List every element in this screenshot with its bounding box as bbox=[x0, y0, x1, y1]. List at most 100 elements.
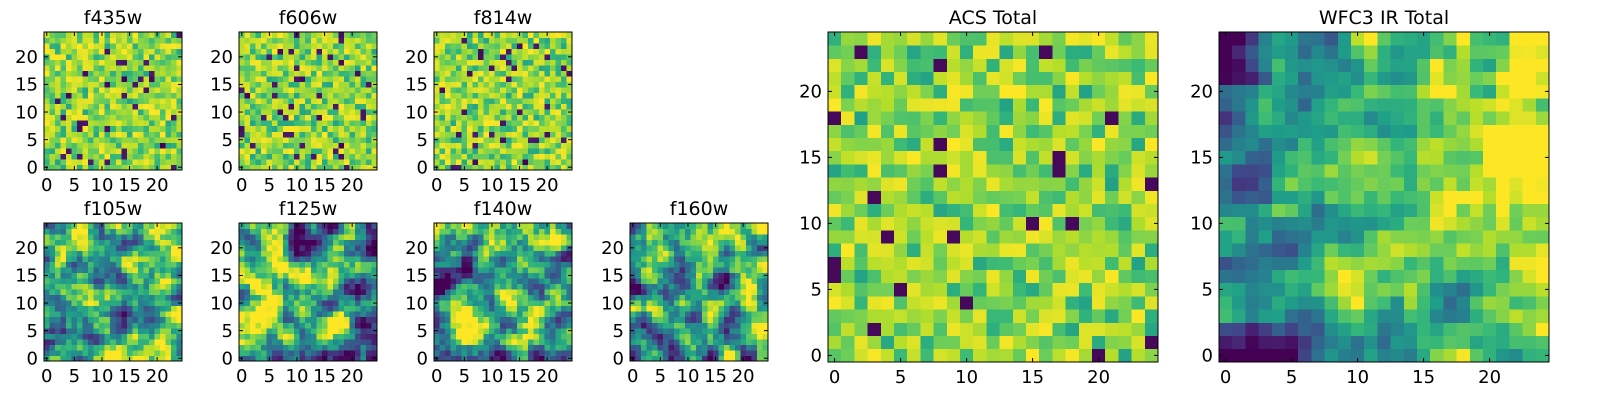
heatmap-cell bbox=[115, 283, 122, 290]
heatmap-cell bbox=[511, 338, 518, 345]
heatmap-cell bbox=[266, 327, 273, 334]
heatmap-cell bbox=[154, 98, 161, 105]
heatmap-cell bbox=[338, 223, 345, 229]
heatmap-cell bbox=[434, 234, 440, 240]
heatmap-cell bbox=[1092, 335, 1106, 350]
heatmap-cell bbox=[283, 125, 290, 132]
heatmap-cell bbox=[729, 294, 736, 301]
heatmap-cell bbox=[360, 327, 367, 334]
heatmap-cell bbox=[239, 316, 245, 323]
heatmap-cell bbox=[343, 48, 350, 55]
heatmap-cell bbox=[828, 335, 842, 350]
x-tick-label: 5 bbox=[655, 366, 666, 387]
heatmap-cell bbox=[365, 245, 372, 251]
heatmap-cell bbox=[505, 245, 512, 251]
heatmap-cell bbox=[478, 344, 485, 351]
heatmap-cell bbox=[467, 81, 474, 88]
heatmap-cell bbox=[176, 305, 183, 312]
heatmap-cell bbox=[712, 267, 719, 274]
heatmap-cell bbox=[272, 256, 279, 263]
heatmap-cell bbox=[494, 142, 501, 149]
heatmap-cell bbox=[478, 81, 485, 88]
heatmap-cell bbox=[349, 234, 356, 240]
heatmap-cell bbox=[343, 333, 350, 340]
heatmap-cell bbox=[137, 223, 144, 229]
heatmap-cell bbox=[478, 32, 485, 38]
heatmap-cell bbox=[132, 333, 139, 340]
heatmap-cell bbox=[483, 355, 490, 362]
heatmap-cell bbox=[55, 234, 61, 240]
heatmap-cell bbox=[751, 250, 758, 257]
heatmap-cell bbox=[522, 316, 529, 323]
heatmap-cell bbox=[294, 245, 301, 251]
heatmap-cell bbox=[445, 234, 451, 240]
heatmap-cell bbox=[516, 245, 523, 251]
heatmap-cell bbox=[148, 289, 155, 296]
heatmap-cell bbox=[266, 349, 273, 356]
heatmap-cell bbox=[707, 245, 714, 251]
heatmap-cell bbox=[522, 261, 529, 268]
heatmap-cell bbox=[126, 228, 133, 235]
heatmap-cell bbox=[549, 147, 556, 154]
heatmap-cell bbox=[165, 355, 172, 362]
heatmap-cell bbox=[756, 327, 763, 334]
heatmap-cell bbox=[104, 109, 111, 116]
heatmap-cell bbox=[533, 333, 540, 340]
heatmap-cell bbox=[461, 245, 468, 251]
heatmap-cell bbox=[690, 333, 697, 340]
heatmap-cell bbox=[544, 81, 551, 88]
heatmap-cell bbox=[511, 32, 518, 38]
axes-frame bbox=[629, 222, 769, 362]
heatmap-cell bbox=[255, 103, 262, 110]
heatmap-cell bbox=[327, 153, 334, 160]
heatmap-cell bbox=[88, 267, 95, 274]
heatmap-cell bbox=[137, 158, 144, 165]
heatmap-cell bbox=[137, 43, 144, 49]
heatmap-cell bbox=[1105, 190, 1119, 204]
heatmap-cell bbox=[77, 278, 84, 285]
heatmap-cell bbox=[933, 164, 948, 178]
heatmap-cell bbox=[327, 234, 334, 240]
heatmap-cell bbox=[137, 136, 144, 143]
heatmap-cell bbox=[88, 131, 95, 138]
heatmap-cell bbox=[349, 142, 356, 149]
heatmap-cell bbox=[132, 245, 139, 251]
heatmap-cell bbox=[489, 76, 496, 83]
heatmap-cell bbox=[718, 300, 725, 307]
heatmap-cell bbox=[115, 164, 122, 171]
heatmap-cell bbox=[679, 223, 686, 229]
heatmap-cell bbox=[349, 305, 356, 312]
heatmap-cell bbox=[327, 98, 334, 105]
heatmap-cell bbox=[310, 81, 317, 88]
heatmap-cell bbox=[77, 228, 84, 235]
heatmap-cell bbox=[165, 43, 172, 49]
heatmap-cell bbox=[920, 150, 934, 165]
heatmap-cell bbox=[71, 239, 78, 246]
heatmap-cell bbox=[652, 234, 658, 240]
heatmap-cell bbox=[104, 300, 111, 307]
heatmap-cell bbox=[685, 327, 692, 334]
heatmap-cell bbox=[283, 278, 290, 285]
heatmap-cell bbox=[244, 311, 251, 318]
heatmap-cell bbox=[566, 294, 573, 301]
heatmap-cell bbox=[483, 59, 490, 66]
heatmap-cell bbox=[371, 250, 378, 257]
heatmap-cell bbox=[674, 234, 681, 240]
heatmap-cell bbox=[483, 109, 490, 116]
heatmap-cell bbox=[456, 59, 462, 66]
heatmap-cell bbox=[143, 316, 150, 323]
heatmap-cell bbox=[93, 355, 100, 362]
heatmap-cell bbox=[121, 327, 128, 334]
heatmap-cell bbox=[115, 158, 122, 165]
heatmap-cell bbox=[960, 282, 974, 297]
heatmap-cell bbox=[349, 65, 356, 72]
heatmap-cell bbox=[467, 65, 474, 72]
heatmap-cell bbox=[77, 294, 84, 301]
heatmap-cell bbox=[349, 322, 356, 329]
heatmap-cell bbox=[445, 283, 451, 290]
heatmap-cell bbox=[239, 234, 245, 240]
heatmap-cell bbox=[560, 338, 567, 345]
heatmap-cell bbox=[316, 283, 323, 290]
heatmap-cell bbox=[1105, 243, 1119, 257]
heatmap-cell bbox=[450, 103, 457, 110]
